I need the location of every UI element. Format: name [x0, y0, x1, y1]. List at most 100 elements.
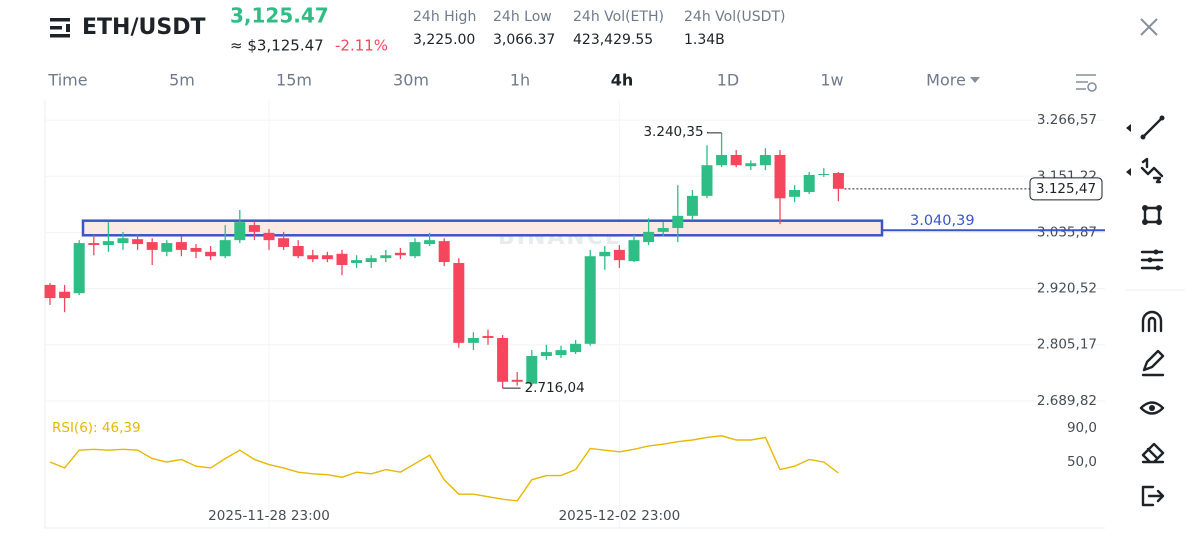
pencil-tool[interactable]	[1141, 349, 1165, 377]
symbol[interactable]: ETH/USDT	[82, 15, 205, 40]
candle-body	[205, 251, 217, 257]
stat-value: 1.34B	[684, 32, 725, 48]
candle-body	[643, 231, 655, 243]
stat-label: 24h Vol(USDT)	[684, 9, 785, 25]
candle-body	[44, 284, 56, 299]
last-price-box	[1029, 177, 1103, 201]
rsi-line	[49, 435, 839, 502]
candle-body	[526, 355, 538, 384]
timeframe-tab[interactable]: 5m	[169, 71, 195, 90]
settings-icon[interactable]	[1076, 74, 1097, 92]
candle-body	[540, 352, 552, 356]
last-price-label: 3.125,47	[1036, 181, 1096, 197]
close-icon[interactable]	[1140, 18, 1158, 36]
candle-body	[686, 195, 698, 216]
candle-body	[789, 190, 801, 197]
candle-body	[774, 154, 786, 199]
candle-body	[292, 245, 304, 257]
approx-price: ≈ $3,125.47	[230, 37, 324, 55]
y-tick-label: 2.920,52	[1037, 281, 1097, 297]
candle-body	[409, 242, 421, 257]
timeframe-tab[interactable]: 1w	[820, 71, 843, 90]
shape-tool[interactable]	[1142, 205, 1162, 225]
timeframe-tab[interactable]: 30m	[393, 71, 429, 90]
candle-body	[146, 242, 158, 250]
zone-box	[81, 219, 884, 237]
candle-body	[599, 251, 611, 257]
y-tick-label: 3.035,87	[1037, 224, 1097, 240]
candle-body	[818, 173, 830, 175]
candle-body	[555, 350, 567, 356]
candle-body	[321, 255, 333, 260]
candle-body	[102, 241, 114, 246]
candle-body	[482, 336, 494, 338]
y-tick-label: 3.266,57	[1037, 112, 1097, 128]
max-label: 3.240,35	[643, 124, 703, 140]
candle-body	[380, 255, 392, 259]
candle-body	[59, 291, 71, 299]
candle-body	[672, 215, 684, 228]
max-leader	[707, 131, 722, 134]
candle-body	[219, 240, 231, 257]
timeframe-tab[interactable]: 1h	[510, 71, 530, 90]
eye-tool[interactable]	[1139, 401, 1165, 415]
change: -2.11%	[335, 37, 388, 55]
candle-body	[832, 172, 844, 189]
candle-body	[628, 240, 640, 262]
candle-body	[365, 258, 377, 263]
candle-body	[511, 379, 523, 382]
candle-body	[745, 163, 757, 167]
x-tick-label: 2025-11-28 23:00	[208, 508, 330, 524]
y-tick-label: 2.805,17	[1037, 337, 1097, 353]
candle-body	[248, 225, 260, 232]
candle-body	[584, 256, 596, 344]
candle-body	[716, 154, 728, 166]
stat-value: 423,429.55	[573, 32, 653, 48]
candle-body	[394, 252, 406, 256]
timeframe-tab[interactable]: More	[926, 71, 966, 90]
candle-body	[730, 154, 742, 166]
candle-body	[467, 337, 479, 343]
magnet-tool[interactable]	[1141, 310, 1163, 333]
candle-body	[803, 174, 815, 192]
candle-body	[657, 227, 669, 232]
timeframe-tab[interactable]: 4h	[611, 71, 634, 90]
stat-value: 3,066.37	[493, 32, 555, 48]
candle-body	[73, 243, 85, 294]
candle-body	[701, 165, 713, 196]
candle-body	[336, 253, 348, 265]
eraser-tool[interactable]	[1141, 442, 1165, 464]
timeframe-tab[interactable]: 15m	[276, 71, 312, 90]
stat-label: 24h High	[413, 9, 476, 25]
candle-body	[613, 249, 625, 261]
candle-body	[132, 239, 144, 245]
candle-body	[117, 238, 129, 244]
candle-body	[161, 243, 173, 252]
exit-tool[interactable]	[1141, 485, 1165, 507]
candle-body	[234, 222, 246, 241]
candle-body	[424, 240, 436, 245]
timeframe-tab[interactable]: Time	[47, 71, 87, 90]
candle-body	[351, 260, 363, 264]
fib-tool[interactable]	[1140, 157, 1164, 184]
price-line-label: 3.040,39	[910, 213, 975, 229]
more-arrow	[970, 77, 980, 83]
candle-body	[497, 337, 509, 382]
rsi-tick-label: 90,0	[1067, 420, 1097, 436]
candle-body	[570, 343, 582, 353]
candle-body	[263, 232, 275, 241]
candle-body	[453, 263, 465, 343]
stat-label: 24h Low	[493, 9, 552, 25]
stat-label: 24h Vol(ETH)	[573, 9, 664, 25]
indicator-tool[interactable]	[1140, 249, 1164, 271]
last-price: 3,125.47	[230, 4, 329, 28]
candle-body	[438, 241, 450, 263]
timeframe-tab[interactable]: 1D	[717, 71, 740, 90]
menu-icon[interactable]	[50, 18, 70, 38]
candle-body	[175, 242, 187, 250]
line-tool[interactable]	[1140, 115, 1165, 140]
candle-body	[759, 154, 771, 166]
y-tick-label: 2.689,82	[1037, 393, 1097, 409]
candle-body	[278, 238, 290, 247]
